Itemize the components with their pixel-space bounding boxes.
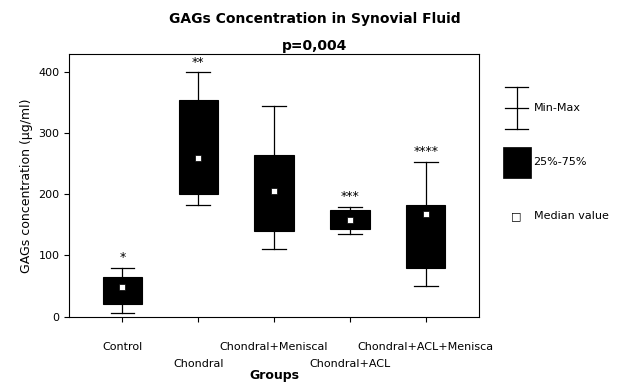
Text: Control: Control bbox=[102, 342, 142, 352]
Text: Median value: Median value bbox=[534, 211, 609, 221]
Bar bbox=[178, 100, 218, 195]
Bar bbox=[103, 277, 142, 304]
Text: Chondral+Meniscal: Chondral+Meniscal bbox=[220, 342, 328, 352]
Text: *: * bbox=[119, 251, 125, 264]
Y-axis label: GAGs concentration (μg/ml): GAGs concentration (μg/ml) bbox=[20, 98, 33, 273]
Text: □: □ bbox=[512, 211, 522, 221]
Text: Groups: Groups bbox=[249, 369, 299, 382]
Text: ***: *** bbox=[340, 190, 359, 203]
Bar bbox=[406, 205, 445, 267]
Text: ****: **** bbox=[413, 146, 438, 158]
Text: p=0,004: p=0,004 bbox=[282, 39, 348, 52]
Text: Min-Max: Min-Max bbox=[534, 103, 581, 113]
Bar bbox=[330, 210, 370, 229]
Text: Chondral+ACL+Menisca: Chondral+ACL+Menisca bbox=[358, 342, 494, 352]
Bar bbox=[255, 155, 294, 231]
Text: Chondral: Chondral bbox=[173, 359, 224, 369]
Text: GAGs Concentration in Synovial Fluid: GAGs Concentration in Synovial Fluid bbox=[169, 12, 461, 25]
Text: **: ** bbox=[192, 56, 205, 69]
Text: Chondral+ACL: Chondral+ACL bbox=[309, 359, 391, 369]
Text: 25%-75%: 25%-75% bbox=[534, 157, 587, 167]
